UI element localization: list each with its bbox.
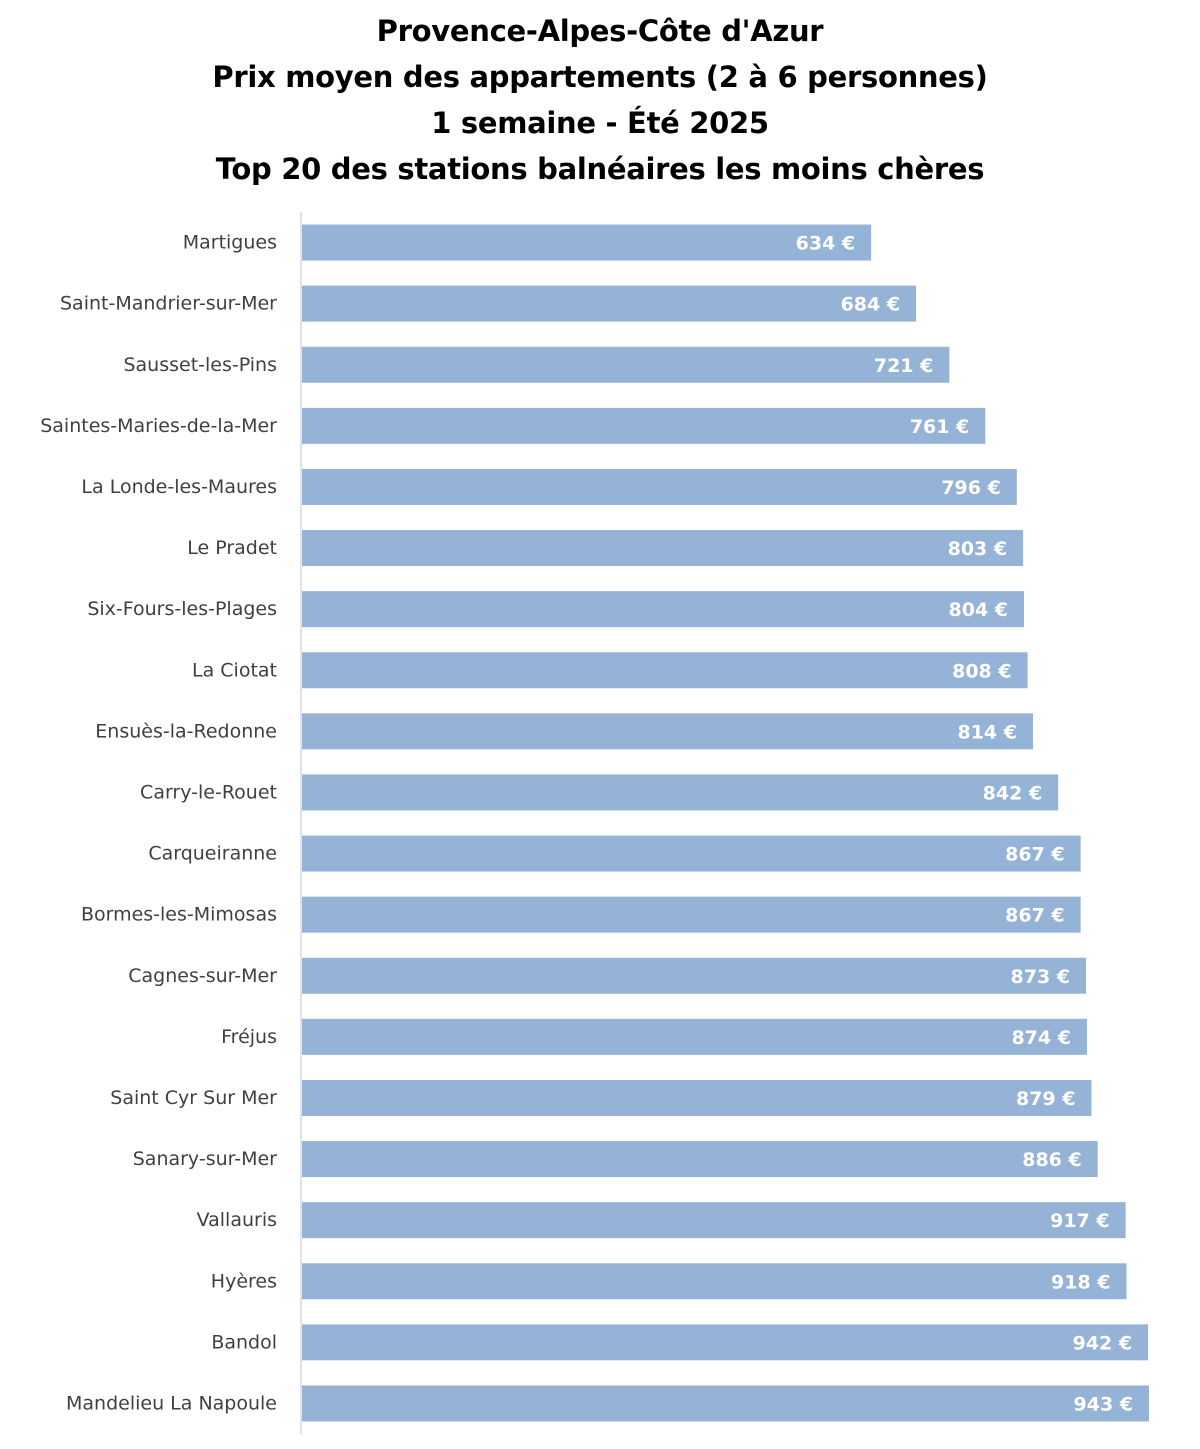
value-label: 917 € (1050, 1210, 1110, 1232)
bar (302, 346, 950, 383)
value-label: 684 € (841, 294, 901, 316)
category-label: La Londe-les-Maures (81, 476, 277, 498)
value-label: 886 € (1022, 1149, 1082, 1171)
bar (302, 407, 986, 444)
value-label: 879 € (1016, 1088, 1076, 1110)
category-label: Sausset-les-Pins (123, 354, 277, 376)
value-label-group: 634 € 684 € 721 € 761 € 796 € 803 € 804 € 808 €… (796, 233, 1133, 1416)
category-label: Vallauris (197, 1209, 277, 1231)
category-label: Martigues (183, 232, 277, 254)
value-label: 804 € (949, 599, 1009, 621)
bar (302, 774, 1059, 811)
value-label: 874 € (1011, 1027, 1071, 1049)
value-label: 918 € (1051, 1271, 1111, 1293)
value-label: 634 € (796, 233, 856, 255)
bar (302, 1079, 1092, 1116)
category-label: Cagnes-sur-Mer (128, 965, 277, 987)
category-label: Fréjus (221, 1026, 277, 1048)
category-label: Ensuès-la-Redonne (95, 720, 277, 742)
bar (302, 591, 1025, 628)
bar (302, 1324, 1149, 1361)
category-label: Mandelieu La Napoule (66, 1392, 277, 1414)
bar (302, 713, 1033, 750)
value-label: 814 € (957, 721, 1017, 743)
value-label: 873 € (1011, 966, 1071, 988)
category-label: Bormes-les-Mimosas (81, 904, 277, 926)
value-label: 867 € (1005, 905, 1065, 927)
bar (302, 1018, 1087, 1055)
bar (302, 1385, 1149, 1422)
chart-title-line-2: Prix moyen des appartements (2 à 6 perso… (212, 60, 988, 94)
chart-title: Provence-Alpes-Côte d'Azur Prix moyen de… (0, 8, 1200, 192)
bar (302, 896, 1081, 933)
value-label: 803 € (948, 538, 1008, 560)
bar-group (302, 224, 1149, 1422)
bar (302, 285, 917, 322)
value-label: 761 € (910, 416, 970, 438)
category-label: Saint-Mandrier-sur-Mer (60, 293, 277, 315)
category-label: Bandol (211, 1331, 277, 1353)
bar (302, 468, 1017, 505)
value-label: 942 € (1073, 1332, 1133, 1354)
bar (302, 1263, 1127, 1300)
value-label: 721 € (874, 355, 934, 377)
bar (302, 1141, 1098, 1178)
category-label: Sanary-sur-Mer (133, 1148, 277, 1170)
bar (302, 1202, 1126, 1239)
category-label-group: Martigues Saint-Mandrier-sur-Mer Sausset-l… (40, 232, 277, 1415)
bar (302, 652, 1028, 689)
value-label: 943 € (1074, 1393, 1134, 1415)
category-label: Le Pradet (187, 537, 277, 559)
category-label: Six-Fours-les-Plages (87, 598, 277, 620)
bar (302, 957, 1087, 994)
chart-title-line-4: Top 20 des stations balnéaires les moins… (215, 152, 985, 186)
category-label: Carqueiranne (148, 843, 277, 865)
value-label: 796 € (941, 477, 1001, 499)
chart-title-line-3: 1 semaine - Été 2025 (431, 106, 769, 140)
category-label: Saintes-Maries-de-la-Mer (40, 415, 277, 437)
category-label: Saint Cyr Sur Mer (110, 1087, 277, 1109)
value-label: 842 € (983, 782, 1043, 804)
category-label: Carry-le-Rouet (140, 781, 277, 803)
category-label: La Ciotat (192, 659, 277, 681)
bar (302, 835, 1081, 872)
bar (302, 530, 1024, 567)
chart-title-line-1: Provence-Alpes-Côte d'Azur (376, 14, 824, 48)
value-label: 867 € (1005, 844, 1065, 866)
value-label: 808 € (952, 660, 1012, 682)
category-label: Hyères (211, 1270, 277, 1292)
bar (302, 224, 872, 261)
